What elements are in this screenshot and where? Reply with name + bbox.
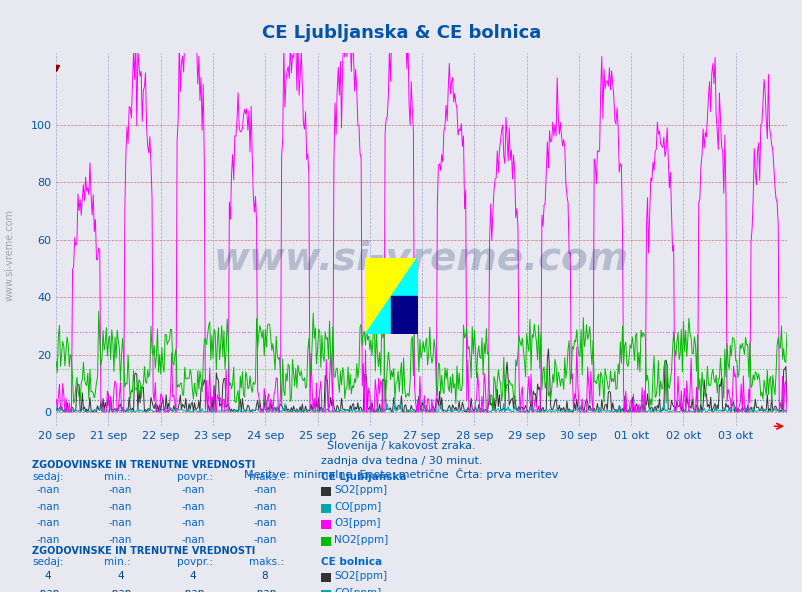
Text: -nan: -nan — [108, 501, 132, 511]
Text: -nan: -nan — [180, 485, 205, 495]
Text: O3[ppm]: O3[ppm] — [334, 518, 380, 528]
Text: CE Ljubljanska: CE Ljubljanska — [321, 471, 406, 481]
Text: -nan: -nan — [108, 518, 132, 528]
FancyBboxPatch shape — [321, 504, 330, 513]
Text: min.:: min.: — [104, 557, 131, 567]
Text: -nan: -nan — [36, 518, 60, 528]
Text: povpr.:: povpr.: — [176, 557, 213, 567]
Text: sedaj:: sedaj: — [32, 471, 63, 481]
Text: 8: 8 — [261, 571, 268, 581]
Text: -nan: -nan — [108, 485, 132, 495]
Text: NO2[ppm]: NO2[ppm] — [334, 535, 388, 545]
Text: -nan: -nan — [36, 535, 60, 545]
Text: sedaj:: sedaj: — [32, 557, 63, 567]
FancyBboxPatch shape — [321, 537, 330, 546]
Text: 4: 4 — [117, 571, 124, 581]
Text: zadnja dva tedna / 30 minut.: zadnja dva tedna / 30 minut. — [320, 455, 482, 465]
Text: -nan: -nan — [180, 501, 205, 511]
Text: -nan: -nan — [253, 535, 277, 545]
Text: 4: 4 — [189, 571, 196, 581]
Text: CE bolnica: CE bolnica — [321, 557, 382, 567]
Text: 4: 4 — [45, 571, 51, 581]
Text: -nan: -nan — [36, 501, 60, 511]
Polygon shape — [391, 296, 417, 334]
Text: maks.:: maks.: — [249, 557, 284, 567]
Text: -nan: -nan — [180, 587, 205, 592]
Text: www.si-vreme.com: www.si-vreme.com — [213, 239, 629, 278]
Polygon shape — [365, 258, 417, 334]
Text: Meritve: minimalne  Enote: metrične  Črta: prva meritev: Meritve: minimalne Enote: metrične Črta:… — [244, 468, 558, 480]
FancyBboxPatch shape — [321, 590, 330, 592]
Text: -nan: -nan — [36, 587, 60, 592]
Text: SO2[ppm]: SO2[ppm] — [334, 485, 387, 495]
Text: www.si-vreme.com: www.si-vreme.com — [5, 208, 14, 301]
Text: -nan: -nan — [36, 485, 60, 495]
Text: ZGODOVINSKE IN TRENUTNE VREDNOSTI: ZGODOVINSKE IN TRENUTNE VREDNOSTI — [32, 459, 255, 469]
FancyBboxPatch shape — [321, 573, 330, 582]
Text: CE Ljubljanska & CE bolnica: CE Ljubljanska & CE bolnica — [261, 24, 541, 43]
Text: povpr.:: povpr.: — [176, 471, 213, 481]
FancyBboxPatch shape — [321, 487, 330, 496]
FancyBboxPatch shape — [321, 520, 330, 529]
Text: -nan: -nan — [253, 587, 277, 592]
Text: -nan: -nan — [253, 518, 277, 528]
Text: maks.:: maks.: — [249, 471, 284, 481]
Text: -nan: -nan — [108, 587, 132, 592]
Text: -nan: -nan — [180, 535, 205, 545]
Text: -nan: -nan — [108, 535, 132, 545]
Text: CO[ppm]: CO[ppm] — [334, 501, 381, 511]
Text: -nan: -nan — [180, 518, 205, 528]
Text: -nan: -nan — [253, 501, 277, 511]
Text: SO2[ppm]: SO2[ppm] — [334, 571, 387, 581]
Polygon shape — [365, 258, 417, 334]
Text: CO[ppm]: CO[ppm] — [334, 587, 381, 592]
Text: -nan: -nan — [253, 485, 277, 495]
Text: Slovenija / kakovost zraka.: Slovenija / kakovost zraka. — [326, 440, 476, 451]
Text: ZGODOVINSKE IN TRENUTNE VREDNOSTI: ZGODOVINSKE IN TRENUTNE VREDNOSTI — [32, 545, 255, 555]
Text: min.:: min.: — [104, 471, 131, 481]
